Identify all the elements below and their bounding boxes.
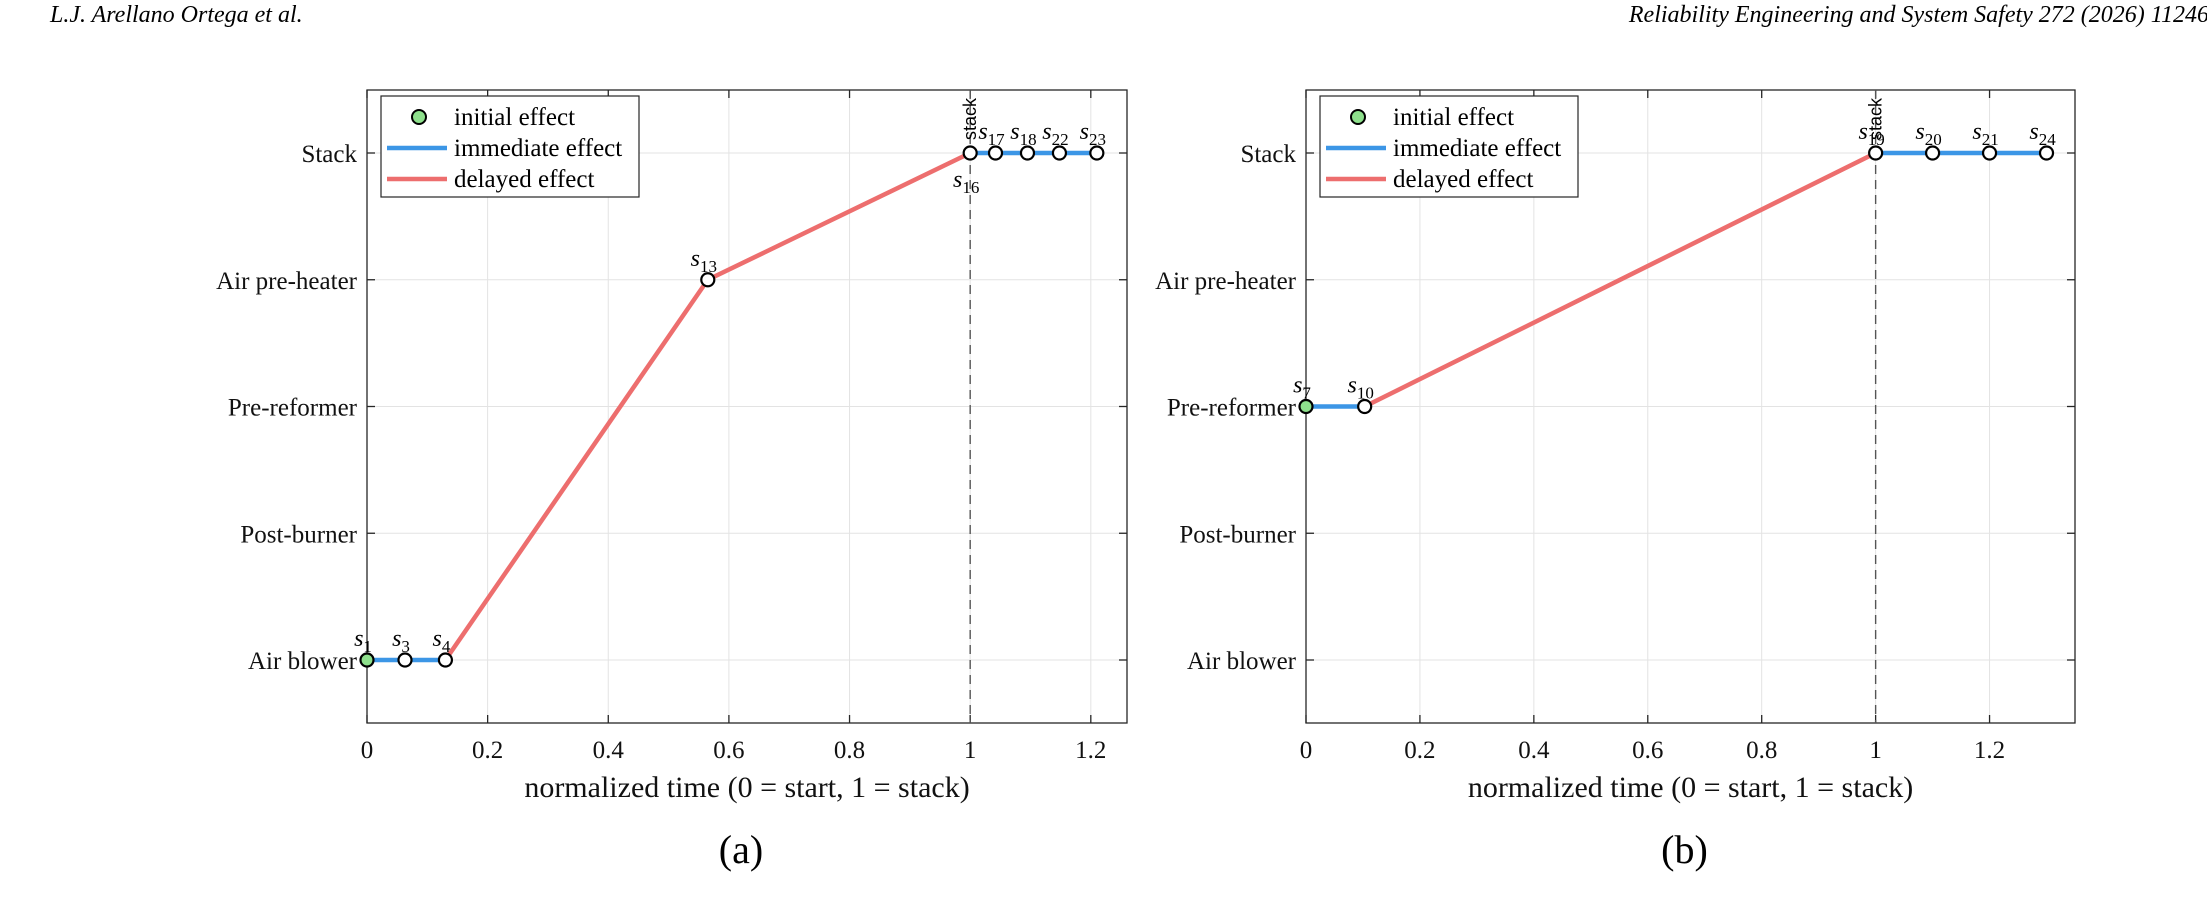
x-tick-label: 0.6 bbox=[713, 737, 744, 764]
delayed-effect-segment bbox=[705, 150, 973, 282]
state-label-subscript: 10 bbox=[1357, 384, 1374, 403]
x-tick-label: 0.8 bbox=[1746, 737, 1777, 764]
state-label: s17 bbox=[978, 119, 1005, 149]
state-marker bbox=[1357, 398, 1373, 415]
state-label-subscript: 18 bbox=[1020, 130, 1037, 149]
state-label-subscript: 23 bbox=[1089, 130, 1106, 149]
legend-initial-marker bbox=[411, 109, 427, 125]
x-tick-label: 0.4 bbox=[593, 737, 625, 764]
y-tick-label: Air pre-heater bbox=[1155, 268, 1297, 295]
state-label-subscript: 3 bbox=[401, 637, 410, 656]
state-label: s23 bbox=[1080, 119, 1106, 149]
chart-panel-1: 0 0.2 0.4 0.6 0.8 1 1.2 Air blower Post-burner Pr… bbox=[216, 89, 1128, 872]
x-tick-label: 1.2 bbox=[1075, 737, 1106, 764]
state-label-subscript: 24 bbox=[2039, 130, 2057, 149]
y-tick-label: Air blower bbox=[1187, 648, 1297, 675]
state-label-subscript: 19 bbox=[1868, 130, 1885, 149]
state-label: s22 bbox=[1042, 119, 1068, 149]
y-tick-label: Pre-reformer bbox=[1167, 395, 1297, 422]
x-tick-label: 0.6 bbox=[1632, 737, 1663, 764]
state-marker bbox=[359, 652, 375, 668]
state-marker bbox=[1298, 398, 1314, 415]
panel-label: (a) bbox=[719, 827, 763, 872]
y-tick-label: Air blower bbox=[248, 648, 358, 675]
legend-immediate-label: immediate effect bbox=[1393, 135, 1561, 162]
x-axis-label: normalized time (0 = start, 1 = stack) bbox=[524, 771, 969, 804]
state-label: s10 bbox=[1348, 373, 1374, 403]
y-tick-label: Stack bbox=[301, 141, 357, 168]
x-axis-label: normalized time (0 = start, 1 = stack) bbox=[1468, 771, 1913, 804]
legend-initial-label: initial effect bbox=[1393, 104, 1514, 131]
state-marker bbox=[1868, 145, 1884, 161]
state-marker bbox=[962, 145, 978, 161]
y-tick-label: Stack bbox=[1240, 141, 1296, 168]
state-marker bbox=[1019, 145, 1036, 161]
delayed-effect-segment bbox=[1362, 150, 1878, 409]
state-label: s7 bbox=[1293, 373, 1311, 403]
delayed-effect-segment bbox=[443, 277, 711, 663]
state-marker bbox=[437, 652, 454, 668]
state-marker bbox=[1051, 145, 1068, 161]
y-tick-label: Air pre-heater bbox=[216, 268, 358, 295]
legend-immediate-label: immediate effect bbox=[454, 135, 622, 162]
x-tick-label: 1 bbox=[964, 737, 977, 764]
state-label: s3 bbox=[392, 626, 410, 656]
state-marker bbox=[1924, 145, 1941, 161]
state-label-subscript: 20 bbox=[1925, 130, 1942, 149]
x-tick-label: 0 bbox=[1300, 737, 1313, 764]
state-label: s24 bbox=[2029, 119, 2056, 149]
legend-initial-label: initial effect bbox=[454, 104, 575, 131]
state-label: s1 bbox=[354, 626, 372, 656]
running-header-journal: Reliability Engineering and System Safet… bbox=[1628, 2, 2207, 28]
x-tick-label: 1 bbox=[1869, 737, 1882, 764]
x-tick-label: 0.4 bbox=[1518, 737, 1550, 764]
stack-marker-label: stack bbox=[960, 97, 980, 140]
state-label-subscript: 16 bbox=[962, 178, 979, 197]
chart-panel-2: 0 0.2 0.4 0.6 0.8 1 1.2 Air blower Post-burner Pr… bbox=[1155, 89, 2076, 872]
legend-delayed-label: delayed effect bbox=[454, 166, 594, 193]
running-header-authors: L.J. Arellano Ortega et al. bbox=[50, 2, 303, 28]
state-label-subscript: 21 bbox=[1982, 130, 1999, 149]
panel-label: (b) bbox=[1661, 827, 1708, 872]
state-label-subscript: 22 bbox=[1052, 130, 1069, 149]
state-marker bbox=[700, 272, 716, 288]
state-label: s20 bbox=[1915, 119, 1941, 149]
x-tick-label: 0 bbox=[361, 737, 374, 764]
legend-delayed-label: delayed effect bbox=[1393, 166, 1533, 193]
state-label-subscript: 1 bbox=[363, 637, 372, 656]
state-label-subscript: 13 bbox=[700, 257, 717, 276]
state-label: s16 bbox=[953, 167, 979, 197]
x-tick-label: 1.2 bbox=[1974, 737, 2005, 764]
legend-initial-marker bbox=[1350, 109, 1366, 125]
state-label-subscript: 7 bbox=[1302, 384, 1311, 403]
state-label-subscript: 17 bbox=[988, 130, 1006, 149]
x-tick-label: 0.8 bbox=[834, 737, 865, 764]
state-label: s13 bbox=[691, 246, 717, 276]
state-marker bbox=[987, 145, 1004, 161]
state-marker bbox=[2038, 145, 2055, 161]
state-marker bbox=[397, 652, 413, 668]
state-label: s4 bbox=[432, 626, 450, 656]
y-tick-label: Post-burner bbox=[1179, 521, 1296, 548]
stack-marker-label: stack bbox=[1866, 97, 1886, 140]
x-tick-label: 0.2 bbox=[472, 737, 503, 764]
y-tick-label: Pre-reformer bbox=[228, 395, 358, 422]
state-marker bbox=[1089, 145, 1105, 161]
state-marker bbox=[1981, 145, 1998, 161]
state-label: s21 bbox=[1972, 119, 1998, 149]
state-label-subscript: 4 bbox=[442, 637, 451, 656]
x-tick-label: 0.2 bbox=[1404, 737, 1435, 764]
state-label: s18 bbox=[1010, 119, 1036, 149]
y-tick-label: Post-burner bbox=[240, 521, 357, 548]
